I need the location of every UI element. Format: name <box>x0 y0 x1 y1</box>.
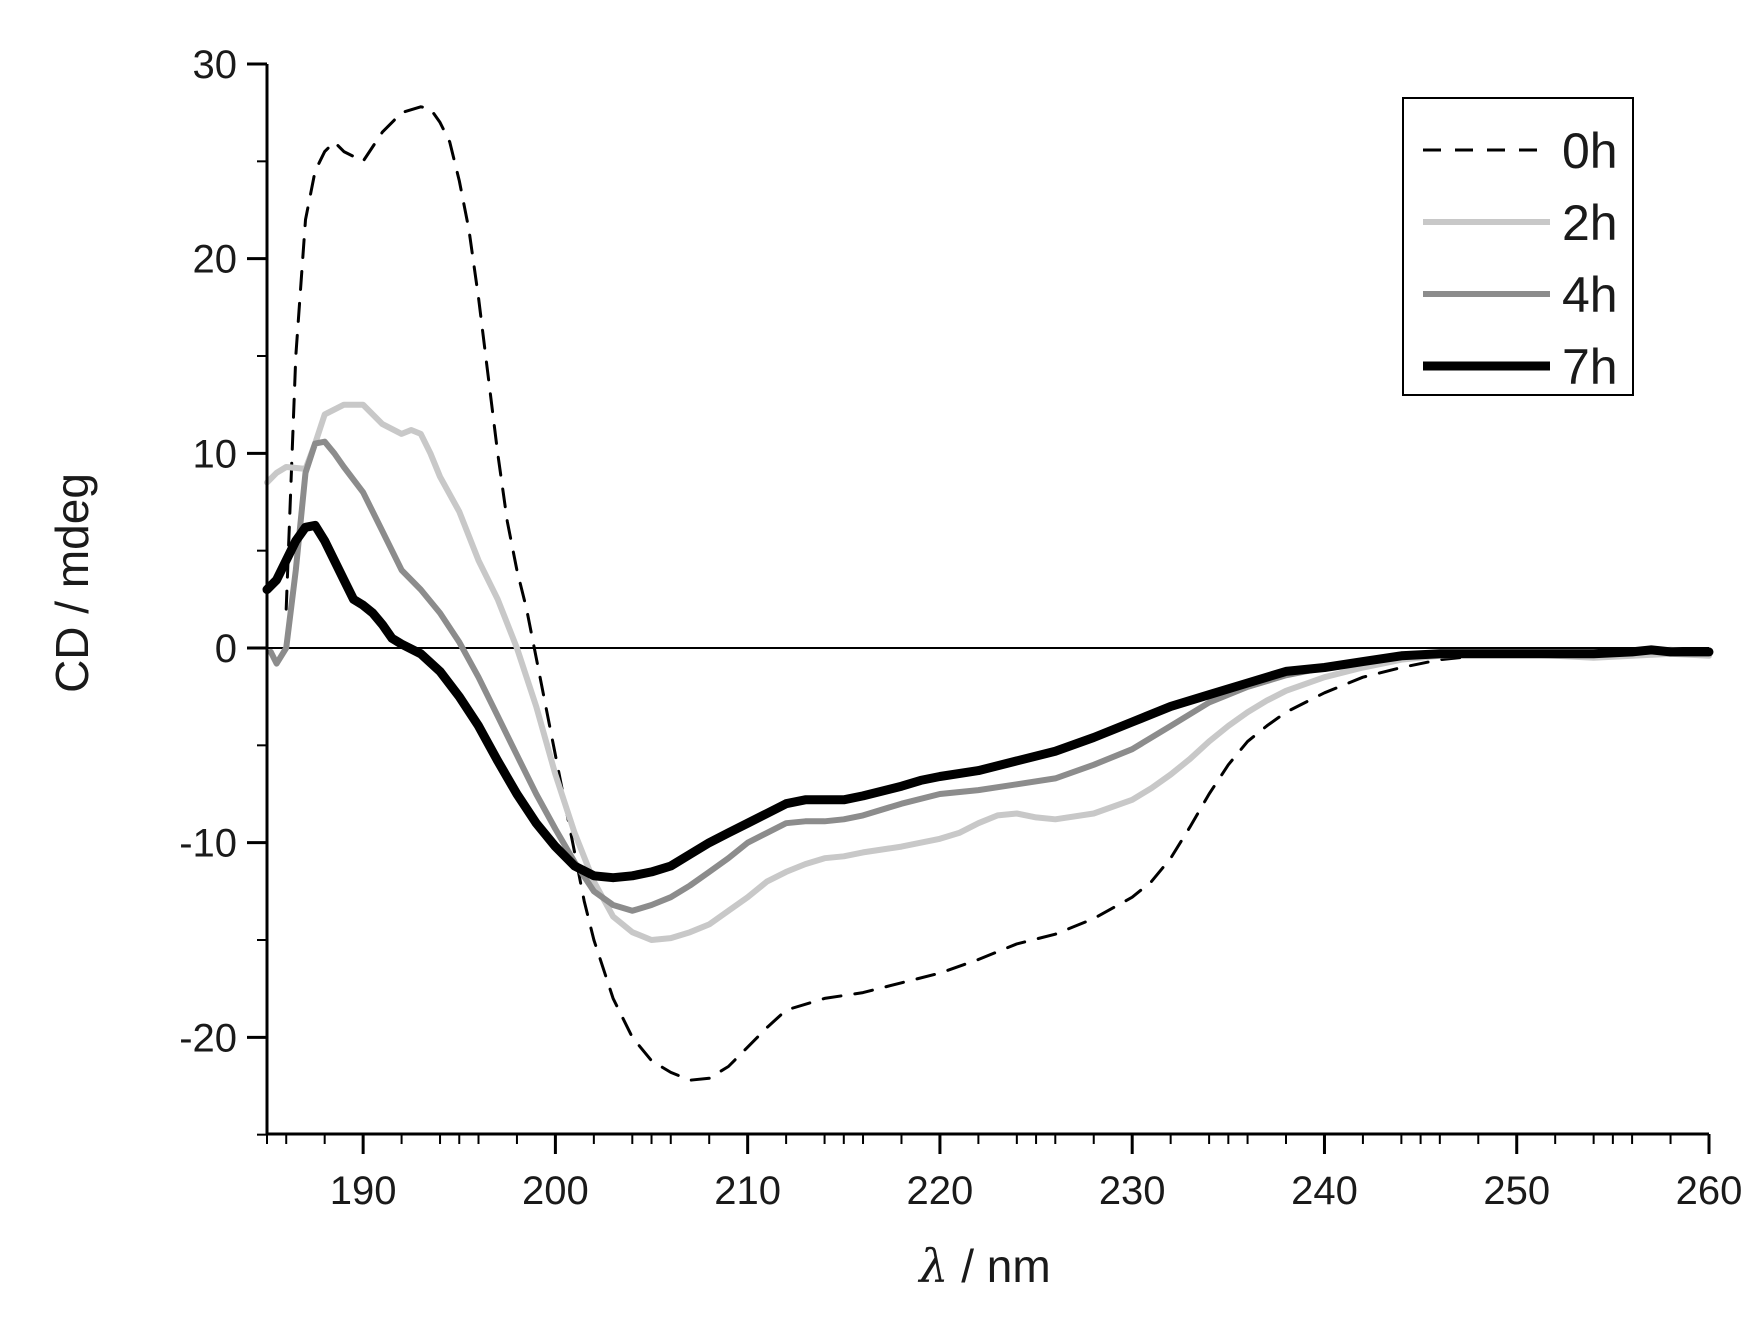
legend-label-4h: 4h <box>1562 267 1618 323</box>
series-line-4h <box>267 438 1712 914</box>
series-line-0h <box>284 105 1711 1082</box>
legend-label-0h: 0h <box>1562 123 1618 179</box>
x-tick-label: 210 <box>714 1169 781 1213</box>
legend: 0h 2h 4h 7h <box>1402 97 1634 396</box>
x-tick-label: 230 <box>1099 1169 1166 1213</box>
axes: 190 200 210 220 230 240 250 260 -20 -10 0 10 20 30 <box>179 43 1742 1213</box>
x-tick-label: 200 <box>522 1169 589 1213</box>
y-tick-label: 30 <box>193 43 238 87</box>
y-tick-label: -20 <box>179 1016 237 1060</box>
series-line-7h <box>262 520 1714 883</box>
x-tick-label: 240 <box>1291 1169 1358 1213</box>
x-axis-unit: / nm <box>948 1240 1050 1292</box>
plot-area <box>262 105 1714 1082</box>
series-layer <box>262 105 1714 1082</box>
legend-box <box>1402 97 1634 396</box>
y-tick-label: -10 <box>179 822 237 866</box>
x-axis-title: λ / nm <box>917 1239 1050 1293</box>
legend-label-7h: 7h <box>1562 339 1618 395</box>
y-tick-label: 0 <box>215 627 237 671</box>
x-axis-symbol: λ <box>917 1239 948 1293</box>
legend-label-2h: 2h <box>1562 195 1618 251</box>
y-ticks: -20 -10 0 10 20 30 <box>179 43 267 1136</box>
y-tick-label: 20 <box>193 238 238 282</box>
x-tick-label: 220 <box>907 1169 974 1213</box>
legend-items: 0h 2h 4h 7h <box>1423 123 1618 395</box>
series-line-2h <box>264 401 1712 943</box>
y-tick-label: 10 <box>193 432 238 476</box>
x-tick-label: 250 <box>1483 1169 1550 1213</box>
y-axis-title: CD / mdeg <box>46 473 98 693</box>
x-ticks: 190 200 210 220 230 240 250 260 <box>266 1134 1743 1213</box>
x-tick-label: 190 <box>330 1169 397 1213</box>
x-tick-label: 260 <box>1676 1169 1743 1213</box>
